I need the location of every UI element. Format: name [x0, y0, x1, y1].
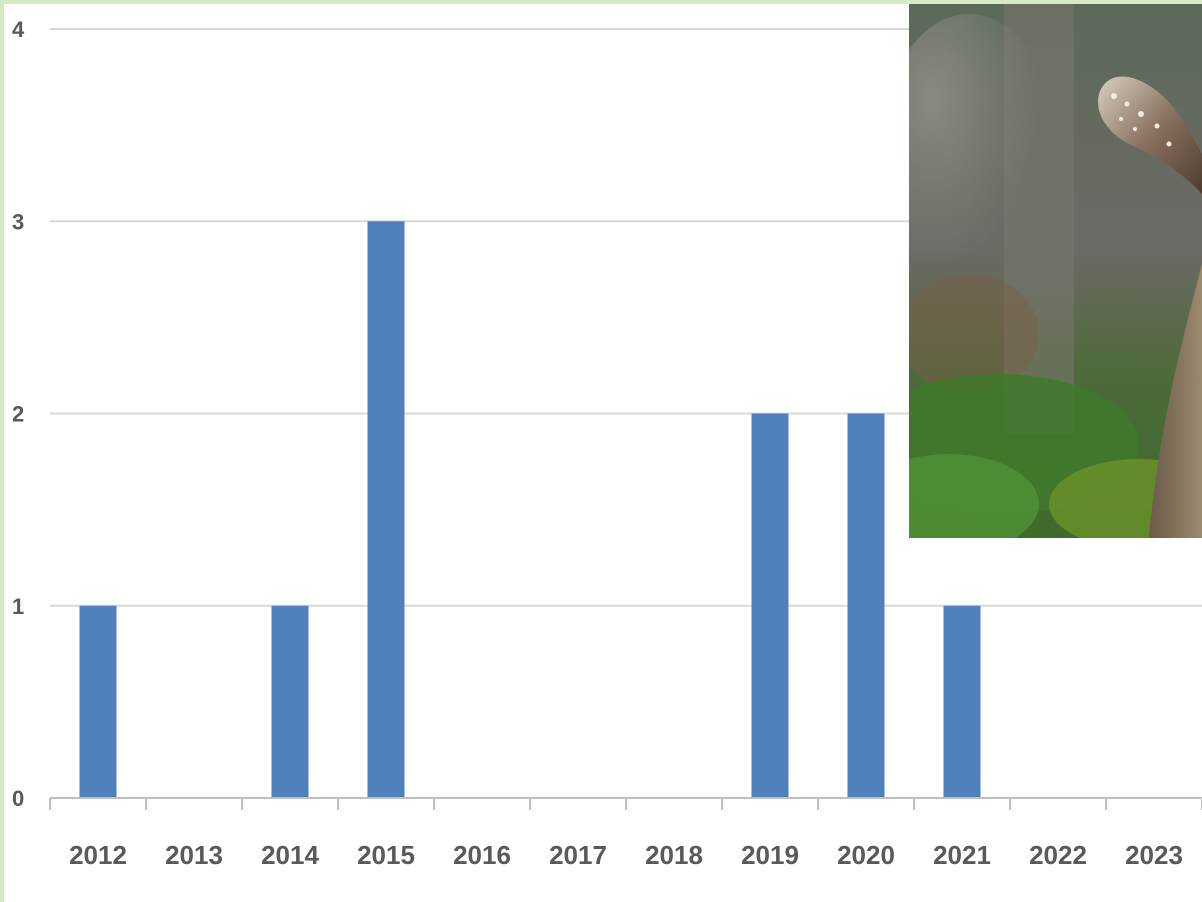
- y-tick-label-2: 2: [12, 402, 24, 427]
- y-tick-labels: 0 1 2 3 4: [12, 17, 25, 811]
- bar-2014: [272, 606, 309, 798]
- x-tick-label-2015: 2015: [357, 840, 415, 870]
- y-tick-label-0: 0: [12, 786, 24, 811]
- y-tick-label-3: 3: [12, 209, 24, 234]
- bar-2019: [752, 414, 789, 799]
- mushroom-photo: [909, 4, 1202, 538]
- x-tick-label-2020: 2020: [837, 840, 895, 870]
- bars: [80, 221, 981, 798]
- x-tick-label-2016: 2016: [453, 840, 511, 870]
- x-tick-labels: 2012 2013 2014 2015 2016 2017 2018 2019 2020 2021…: [69, 840, 1183, 870]
- bar-2021: [944, 606, 981, 798]
- bar-2015: [368, 221, 405, 798]
- x-tick-label-2018: 2018: [645, 840, 703, 870]
- x-tick-label-2022: 2022: [1029, 840, 1087, 870]
- x-tick-label-2017: 2017: [549, 840, 607, 870]
- x-tick-label-2019: 2019: [741, 840, 799, 870]
- x-tick-label-2013: 2013: [165, 840, 223, 870]
- y-tick-label-4: 4: [12, 17, 25, 42]
- bar-2020: [848, 414, 885, 799]
- bar-2012: [80, 606, 117, 798]
- y-tick-label-1: 1: [12, 594, 24, 619]
- x-tick-label-2021: 2021: [933, 840, 991, 870]
- x-axis: [50, 798, 1202, 810]
- x-tick-label-2012: 2012: [69, 840, 127, 870]
- x-tick-label-2014: 2014: [261, 840, 319, 870]
- x-tick-label-2023: 2023: [1125, 840, 1183, 870]
